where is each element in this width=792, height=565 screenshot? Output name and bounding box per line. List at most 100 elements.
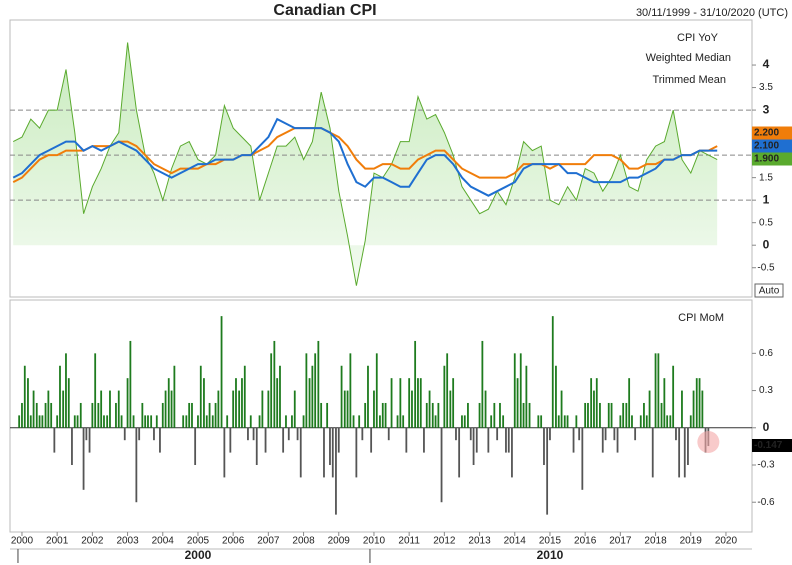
bar <box>414 340 417 428</box>
bar <box>103 415 105 428</box>
bar <box>311 365 314 428</box>
y-tick-label: 1.5 <box>759 172 773 183</box>
bar <box>678 427 681 478</box>
bar <box>94 353 97 428</box>
y-tick-label: 4 <box>763 57 770 71</box>
bar <box>487 427 490 453</box>
bar <box>669 415 672 428</box>
bar <box>276 378 279 428</box>
x-tick-label: 2015 <box>539 536 562 547</box>
bar <box>135 427 138 503</box>
bar <box>449 390 452 428</box>
bar <box>335 427 337 515</box>
bar <box>161 402 164 428</box>
bar <box>18 415 21 428</box>
bar <box>631 415 633 428</box>
bar <box>455 427 457 441</box>
bar <box>461 415 463 428</box>
bar <box>689 415 692 428</box>
line <box>12 42 718 286</box>
bar <box>159 427 161 453</box>
bar <box>247 427 249 441</box>
bar <box>29 415 32 428</box>
bottom-panel-frame <box>9 299 753 533</box>
bar <box>79 402 82 428</box>
bar <box>619 415 622 428</box>
bar <box>417 378 419 428</box>
bar <box>563 415 566 428</box>
bar <box>402 415 405 428</box>
x-tick-label: 2010 <box>363 536 386 547</box>
bar <box>123 427 126 441</box>
bar <box>367 365 369 428</box>
date-range: 30/11/1999 - 31/10/2020 (UTC) <box>636 7 788 19</box>
bar <box>144 415 147 428</box>
bar <box>370 427 373 453</box>
bar <box>331 427 334 478</box>
bar <box>314 353 317 428</box>
bar <box>666 415 669 428</box>
legend-entry: CPI YoY <box>677 32 719 44</box>
bar <box>147 415 149 428</box>
bar <box>384 402 387 428</box>
auto-button[interactable] <box>754 283 784 298</box>
bar <box>375 353 378 428</box>
bar <box>381 402 384 428</box>
bar <box>405 427 408 453</box>
bar <box>683 427 686 478</box>
bar <box>82 427 85 490</box>
bar <box>695 378 698 428</box>
bar <box>62 390 65 428</box>
bar <box>205 415 208 428</box>
y-tick-label: 0.5 <box>759 217 773 228</box>
bar <box>469 427 472 441</box>
bar <box>194 427 197 466</box>
x-tick-label: 2019 <box>680 536 703 547</box>
bar <box>71 427 73 466</box>
bar <box>513 353 516 428</box>
bar <box>267 390 270 428</box>
bar <box>522 402 525 428</box>
bar <box>505 427 507 453</box>
bar <box>323 427 325 478</box>
bar <box>191 402 193 428</box>
bar <box>431 402 434 428</box>
x-tick-label: 2020 <box>715 536 738 547</box>
bar <box>595 378 598 428</box>
bar <box>634 427 637 441</box>
bar <box>21 402 23 428</box>
bar <box>578 427 581 441</box>
bar <box>687 427 689 466</box>
bar <box>701 390 704 428</box>
bar <box>91 402 94 428</box>
bar <box>419 378 422 428</box>
bar <box>305 353 308 428</box>
bar <box>672 365 675 428</box>
bar <box>226 415 229 428</box>
bar <box>100 390 103 428</box>
bar <box>293 390 296 428</box>
bar <box>387 427 390 441</box>
bar <box>287 427 290 441</box>
y-tick-label: 0 <box>763 420 770 434</box>
chart-title: Canadian CPI <box>273 2 376 19</box>
bar <box>117 390 120 428</box>
bar <box>481 340 484 428</box>
bar <box>525 365 528 428</box>
bar <box>249 415 252 428</box>
bar <box>173 365 176 428</box>
bar <box>560 390 563 428</box>
bar <box>59 365 61 428</box>
bar <box>446 353 449 428</box>
bar <box>270 353 273 428</box>
auto-button-label[interactable]: Auto <box>759 286 780 297</box>
bar <box>132 415 135 428</box>
bar <box>255 427 258 466</box>
bar <box>610 402 613 428</box>
bar <box>85 427 88 441</box>
bar <box>282 427 285 453</box>
bar <box>537 415 540 428</box>
bar <box>261 390 264 428</box>
bar <box>155 415 158 428</box>
